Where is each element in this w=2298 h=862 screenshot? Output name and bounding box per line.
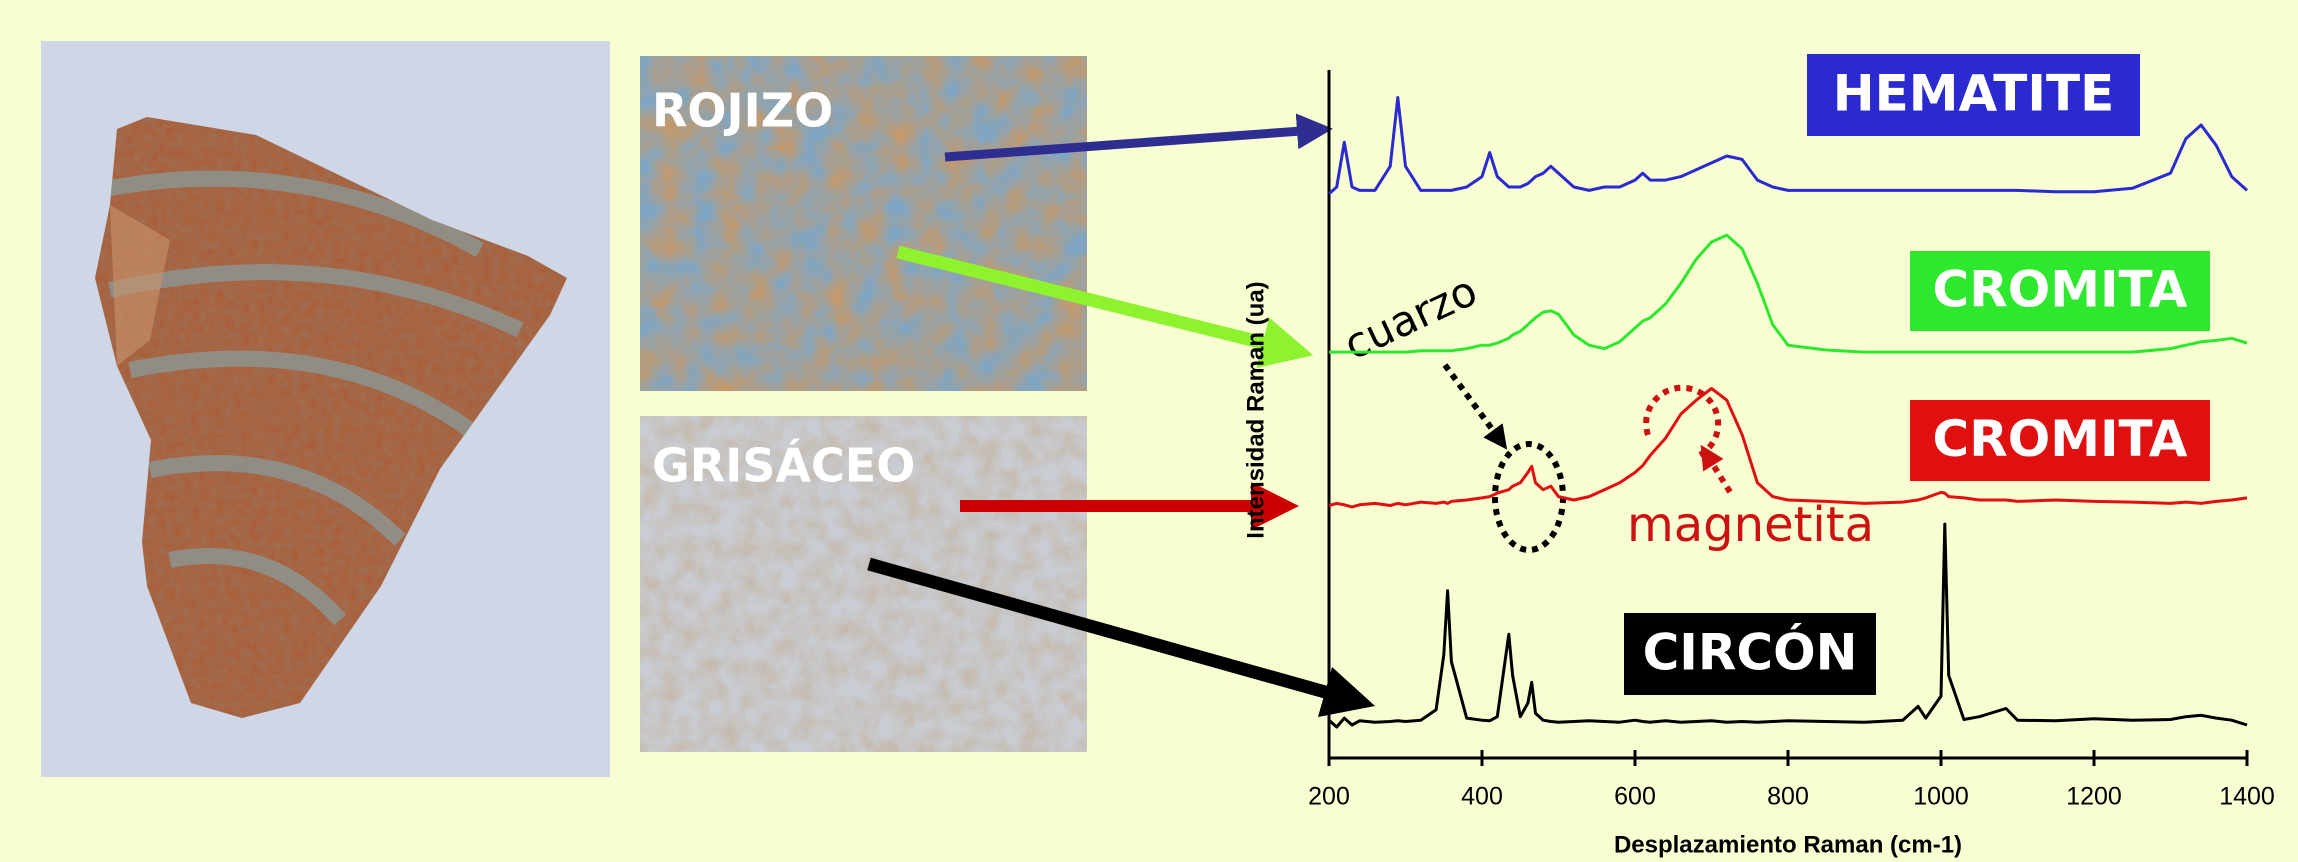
page: ROJIZO GRISÁCEO Intensidad Raman (ua) De… (0, 0, 2298, 862)
y-axis-label: Intensidad Raman (ua) (1242, 281, 1269, 538)
annotation-circle (1646, 388, 1718, 455)
photo-greyish: GRISÁCEO (640, 416, 1087, 752)
annotation-arrow (1445, 365, 1500, 440)
photo-label: GRISÁCEO (652, 439, 915, 493)
x-tick-label: 200 (1308, 783, 1350, 811)
legend-label: CIRCÓN (1643, 623, 1858, 682)
photo-reddish: ROJIZO (640, 56, 1087, 391)
figure: ROJIZO GRISÁCEO Intensidad Raman (ua) De… (0, 0, 2298, 862)
legend-label: CROMITA (1933, 410, 2188, 468)
sherd-photo (41, 41, 610, 777)
x-tick-label: 400 (1461, 783, 1503, 811)
annotation-arrow (1707, 455, 1730, 492)
x-tick-label: 600 (1614, 783, 1656, 811)
x-tick-label: 1200 (2066, 783, 2122, 811)
x-axis-label: Desplazamiento Raman (cm-1) (1614, 831, 1962, 858)
x-tick-label: 800 (1767, 783, 1809, 811)
legend-label: HEMATITE (1833, 65, 2115, 123)
photo-label: ROJIZO (652, 84, 833, 138)
x-tick-label: 1400 (2219, 783, 2275, 811)
annotation-circle (1495, 444, 1563, 550)
x-tick-label: 1000 (1913, 783, 1969, 811)
annotation: magnetita (1627, 497, 1874, 553)
annotation: cuarzo (1336, 266, 1484, 370)
legend-label: CROMITA (1933, 261, 2188, 319)
